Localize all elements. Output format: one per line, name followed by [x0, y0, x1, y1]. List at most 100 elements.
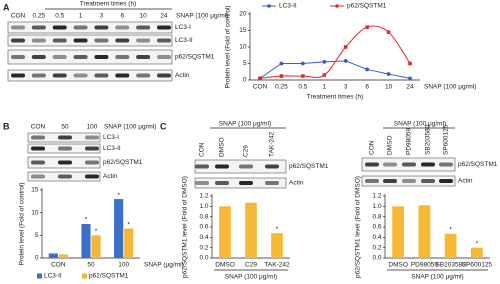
- y-tick-label: 0: [35, 255, 39, 262]
- blot-band: [94, 73, 109, 78]
- point: [279, 74, 284, 78]
- legend-label: p62/SQSTM1: [89, 273, 129, 280]
- blot-band: [421, 162, 435, 167]
- point: [408, 61, 412, 66]
- x-tick-label: 0.5: [298, 84, 307, 91]
- x-tick-label: SP600125: [462, 262, 493, 269]
- legend-marker: [335, 4, 339, 8]
- legend-marker: [267, 4, 271, 8]
- blot-band: [215, 164, 229, 169]
- x-tick-label: 1: [322, 84, 326, 91]
- point: [279, 61, 284, 66]
- significance-mark: *: [276, 226, 279, 233]
- row-label: Actin: [458, 178, 473, 185]
- y-tick-label: 20: [239, 11, 247, 18]
- row-label: LC3-I: [175, 24, 191, 31]
- y-tick-label: 10: [239, 44, 247, 51]
- blot-band: [439, 162, 453, 167]
- bar: [124, 228, 134, 258]
- x-tick-label: DMSO: [215, 262, 235, 269]
- blot-band: [239, 164, 253, 169]
- lane-label: 100: [87, 124, 98, 131]
- blot-band: [157, 25, 171, 30]
- blot-band: [58, 174, 72, 179]
- significance-mark: *: [127, 221, 130, 228]
- lane-label: DMSO: [387, 136, 394, 156]
- y-tick-label: 15: [31, 187, 39, 194]
- bar: [470, 247, 483, 258]
- significance-mark: *: [85, 217, 88, 224]
- bar: [418, 205, 431, 258]
- blot-band: [58, 135, 72, 140]
- y-axis-label: p62/SQSTM1 level (Fold of DMSO): [182, 176, 189, 278]
- y-tick-label: 0.6: [372, 224, 381, 231]
- x-tick-label: DMSO: [388, 262, 408, 269]
- blot-band: [85, 174, 99, 179]
- row-label: LC3-II: [175, 37, 193, 44]
- blot-band: [31, 135, 45, 140]
- blot-band: [136, 38, 151, 43]
- x-axis-label: SNAP (μg/ml): [144, 262, 184, 269]
- point: [343, 58, 348, 63]
- blot-box: [7, 49, 173, 65]
- blot-band: [11, 73, 25, 78]
- blot-band: [58, 160, 72, 165]
- blot-band: [52, 25, 67, 30]
- x-tick-label: CON: [253, 84, 268, 91]
- row-label: Actin: [103, 173, 118, 180]
- point: [322, 73, 327, 77]
- blot-band: [215, 181, 229, 185]
- significance-mark: *: [95, 228, 98, 235]
- y-tick-label: 0.0: [199, 255, 208, 262]
- y-tick-label: 0.6: [199, 224, 208, 231]
- legend-swatch: [37, 273, 42, 279]
- blot-band: [58, 146, 72, 151]
- lane-label: 1: [79, 13, 83, 20]
- blot-band: [195, 181, 209, 185]
- blot-band: [31, 38, 46, 43]
- x-tick-label: 50: [87, 262, 95, 269]
- point: [386, 72, 391, 76]
- y-axis-label: Protein level (Fold of control): [19, 182, 26, 265]
- blot-band: [11, 55, 25, 59]
- x-axis-label: Treatment times (h): [307, 94, 363, 101]
- y-tick-label: 0.0: [372, 255, 381, 262]
- lane-label: DMSO: [219, 138, 226, 158]
- row-label: p62/SQSTM1: [103, 159, 143, 166]
- significance-mark: *: [449, 226, 452, 233]
- blot-band: [265, 164, 279, 169]
- y-tick-label: 0.4: [199, 234, 208, 241]
- bar: [271, 233, 283, 258]
- y-tick-label: 15: [239, 27, 247, 34]
- blot-band: [85, 160, 99, 165]
- point: [301, 74, 305, 78]
- lane-label: CON: [199, 142, 206, 157]
- bar: [219, 206, 231, 258]
- blot-band: [31, 146, 45, 151]
- blot-band: [365, 162, 379, 167]
- row-label: Actin: [289, 180, 304, 187]
- blot-band: [31, 55, 46, 59]
- blot-band: [31, 73, 46, 78]
- blot-header: Treatment times (h): [80, 1, 136, 8]
- blot-band: [11, 25, 25, 30]
- row-label: LC3-II: [103, 145, 121, 152]
- panel-letter: B: [3, 121, 10, 131]
- blot-band: [31, 25, 46, 30]
- lane-label: 0.25: [33, 13, 46, 20]
- blot-box: [7, 34, 173, 47]
- point: [408, 76, 412, 81]
- lane-label: 3: [100, 13, 104, 20]
- blot-band: [115, 25, 130, 30]
- legend-swatch: [82, 273, 87, 279]
- y-tick-label: 1.2: [199, 193, 208, 200]
- blot-band: [73, 38, 88, 43]
- blot-band: [73, 73, 88, 78]
- blot-band: [265, 181, 279, 185]
- x-tick-label: PD98059: [411, 262, 438, 269]
- blot-band: [52, 73, 67, 78]
- treatment-label: SNAP (100 μg/ml): [104, 124, 156, 131]
- bar: [392, 206, 405, 258]
- point: [386, 30, 391, 34]
- y-axis-label: Protein level (Fold of control): [225, 5, 232, 88]
